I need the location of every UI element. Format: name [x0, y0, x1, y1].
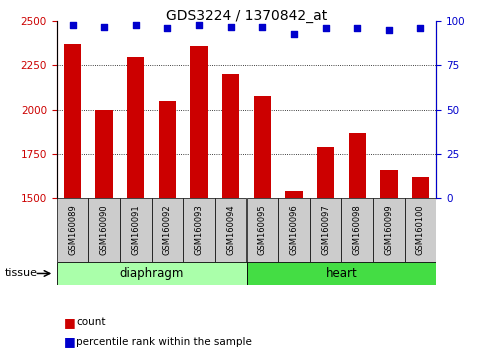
Bar — [57, 198, 88, 262]
Text: diaphragm: diaphragm — [119, 267, 184, 280]
Bar — [152, 198, 183, 262]
Bar — [183, 198, 215, 262]
Text: GSM160100: GSM160100 — [416, 205, 425, 256]
Point — [385, 27, 393, 33]
Text: ■: ■ — [64, 335, 76, 348]
Point — [195, 22, 203, 28]
Point — [353, 25, 361, 31]
Bar — [380, 170, 397, 198]
Bar — [222, 74, 240, 198]
Text: ■: ■ — [64, 316, 76, 329]
Bar — [310, 198, 341, 262]
Text: GDS3224 / 1370842_at: GDS3224 / 1370842_at — [166, 9, 327, 23]
Point — [69, 22, 76, 28]
Bar — [246, 198, 278, 262]
Text: GSM160094: GSM160094 — [226, 205, 235, 256]
Point — [321, 25, 329, 31]
Bar — [317, 147, 334, 198]
Text: GSM160089: GSM160089 — [68, 205, 77, 256]
Bar — [57, 262, 246, 285]
Point — [100, 24, 108, 29]
Bar — [341, 198, 373, 262]
Point — [164, 25, 172, 31]
Text: GSM160093: GSM160093 — [195, 205, 204, 256]
Bar — [159, 101, 176, 198]
Bar — [215, 198, 246, 262]
Point — [417, 25, 424, 31]
Bar — [412, 177, 429, 198]
Text: count: count — [76, 317, 106, 327]
Bar — [253, 96, 271, 198]
Bar — [285, 191, 303, 198]
Point — [227, 24, 235, 29]
Text: GSM160091: GSM160091 — [131, 205, 141, 256]
Bar — [349, 133, 366, 198]
Point — [258, 24, 266, 29]
Point — [132, 22, 140, 28]
Text: GSM160095: GSM160095 — [258, 205, 267, 256]
Bar — [64, 44, 81, 198]
Text: GSM160098: GSM160098 — [352, 205, 362, 256]
Bar — [120, 198, 152, 262]
Point — [290, 31, 298, 36]
Bar — [88, 198, 120, 262]
Bar — [190, 46, 208, 198]
Bar — [127, 57, 144, 198]
Text: tissue: tissue — [5, 268, 38, 279]
Text: GSM160099: GSM160099 — [385, 205, 393, 256]
Bar — [405, 198, 436, 262]
Text: GSM160097: GSM160097 — [321, 205, 330, 256]
Bar — [373, 198, 405, 262]
Text: heart: heart — [325, 267, 357, 280]
Text: percentile rank within the sample: percentile rank within the sample — [76, 337, 252, 347]
Bar — [246, 262, 436, 285]
Bar — [96, 110, 113, 198]
Text: GSM160092: GSM160092 — [163, 205, 172, 256]
Text: GSM160096: GSM160096 — [289, 205, 298, 256]
Bar — [278, 198, 310, 262]
Text: GSM160090: GSM160090 — [100, 205, 108, 256]
